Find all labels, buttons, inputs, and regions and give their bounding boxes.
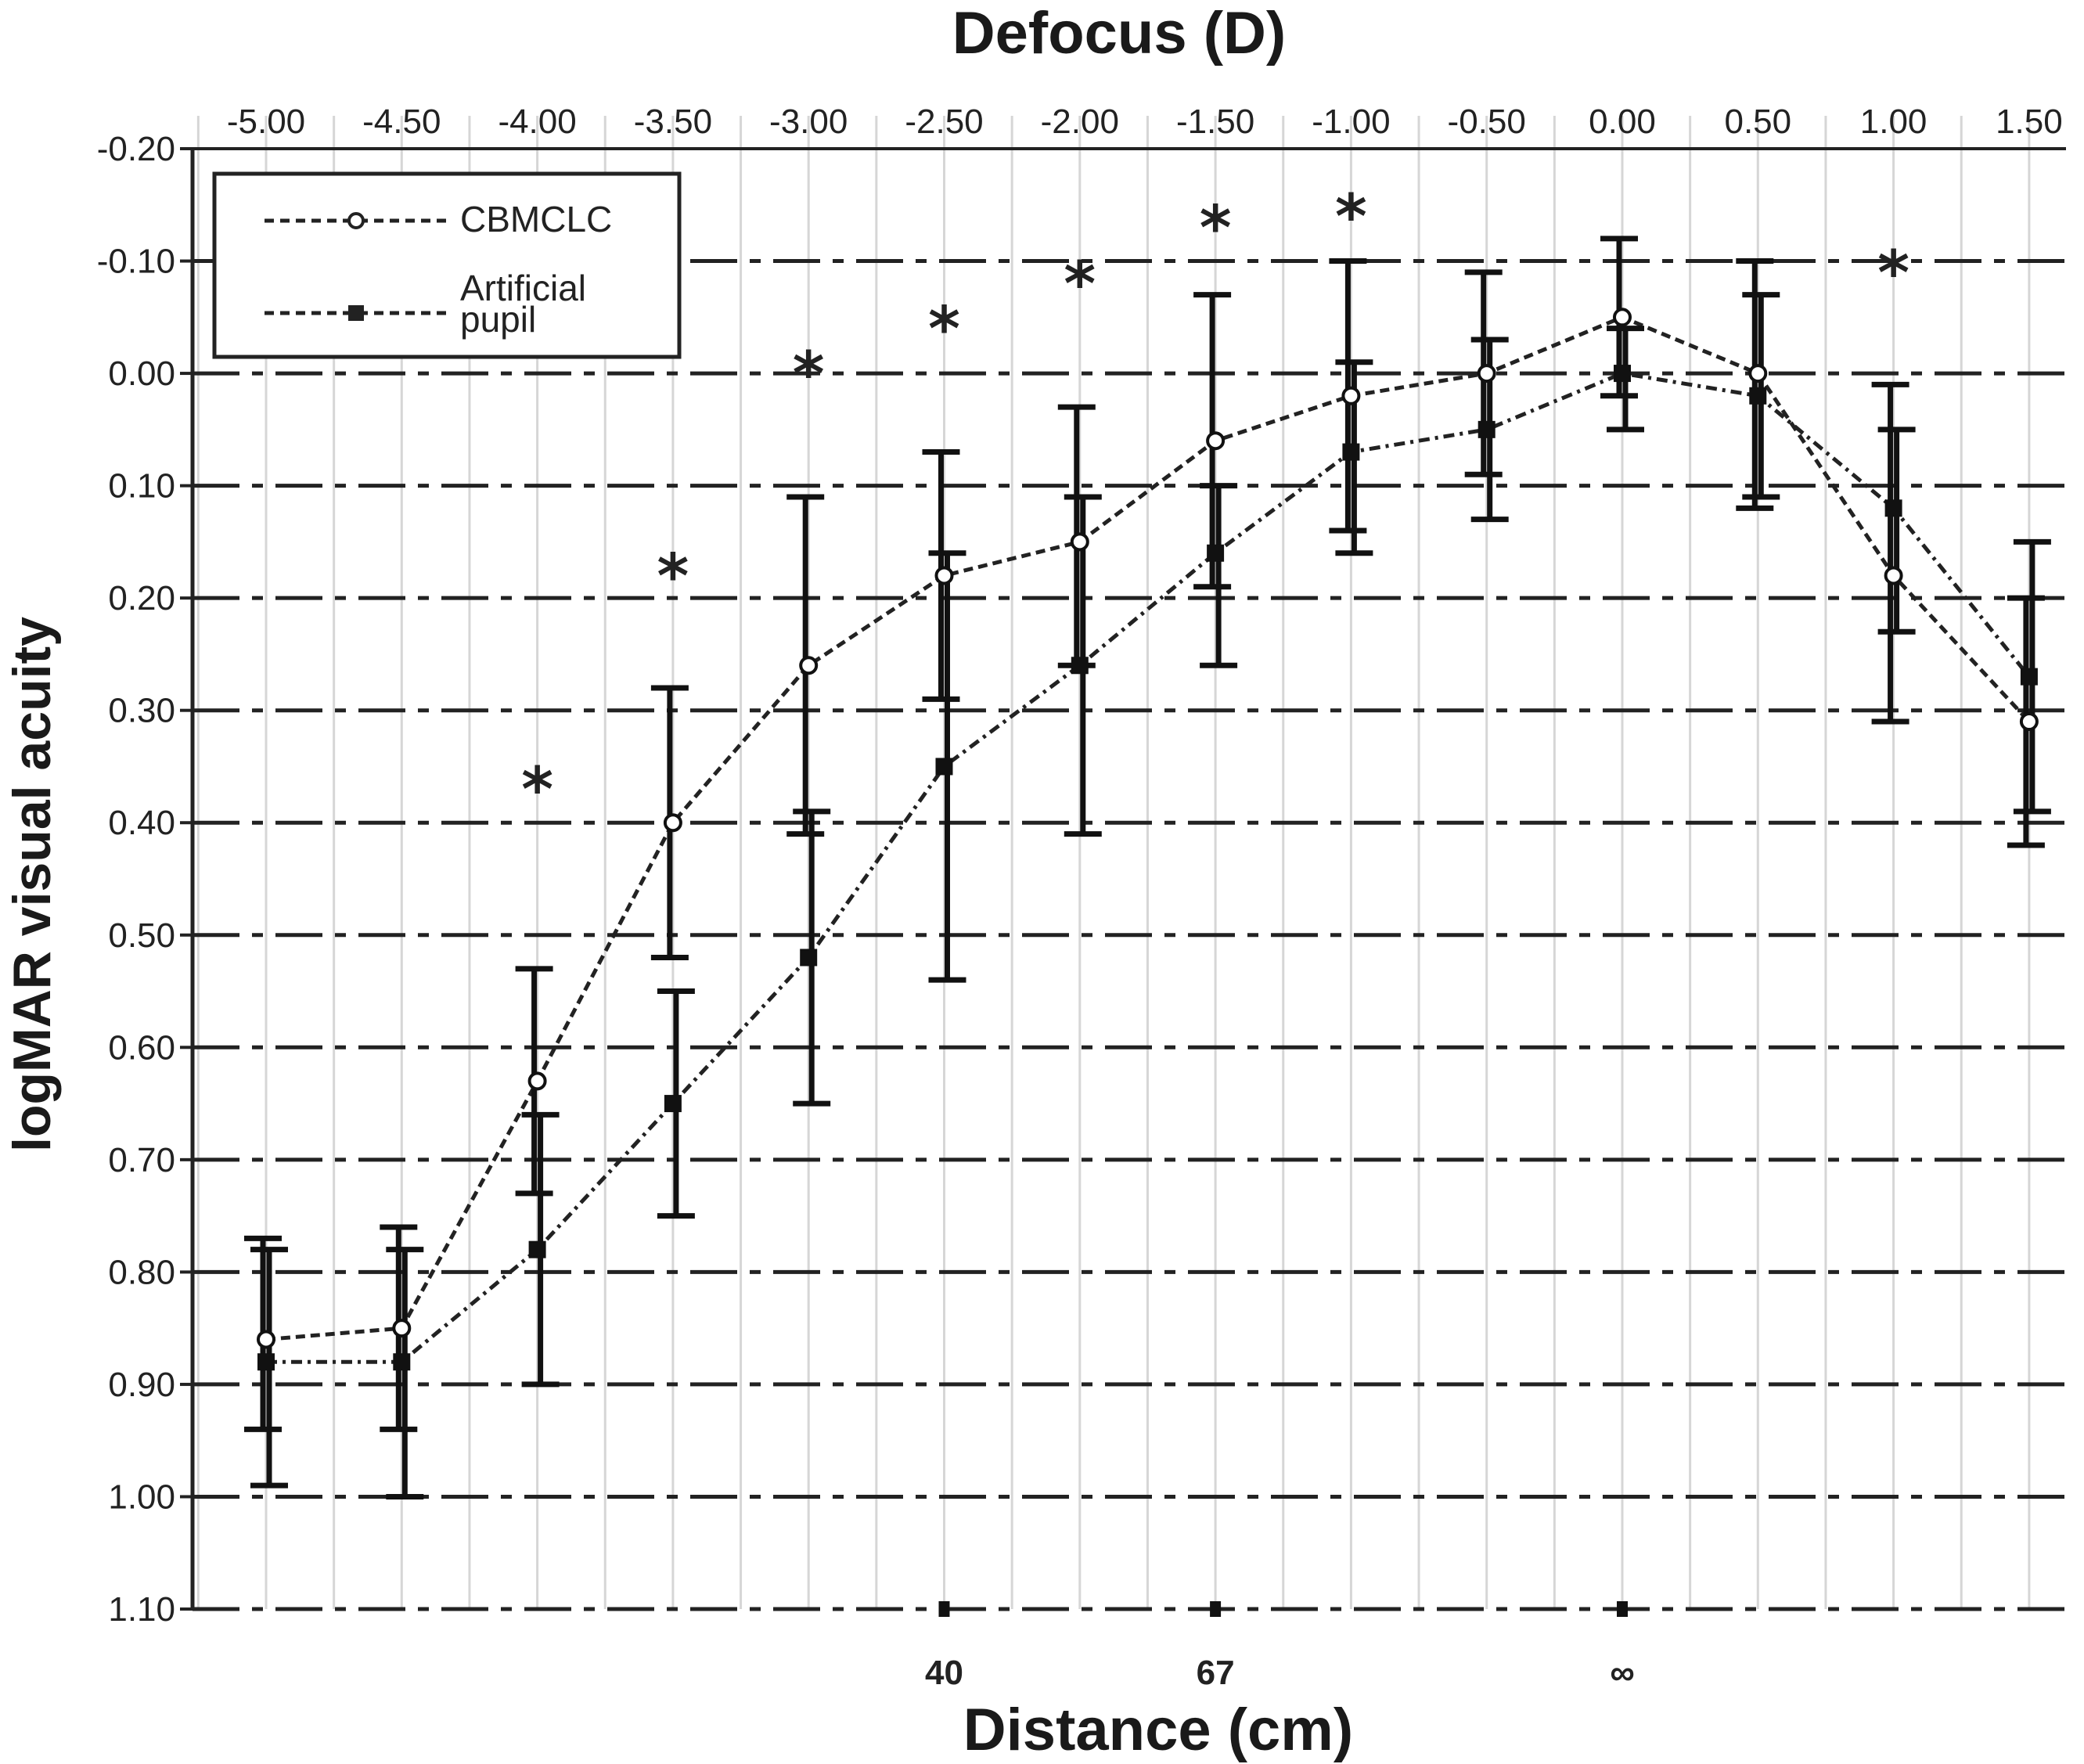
- horizontal-gridlines: [193, 147, 2066, 1611]
- cbmclc-point: [527, 1071, 547, 1091]
- y-tick-label: 0.90: [108, 1366, 175, 1404]
- top-tick-label: -4.00: [498, 103, 576, 141]
- y-tick-label: 0.40: [108, 804, 175, 842]
- cbmclc-point: [1477, 364, 1496, 383]
- y-axis-ticks: -0.20 -0.10 0.00 0.10 0.20 0.30 0.40 0.50 0.60 0.…: [97, 130, 193, 1629]
- cbmclc-point: [1748, 364, 1768, 383]
- legend-label-cbmclc: CBMCLC: [460, 199, 612, 239]
- cbmclc-point: [1884, 566, 1903, 585]
- significance-asterisk: *: [521, 755, 553, 826]
- top-tick-label: -4.50: [362, 103, 441, 141]
- top-tick-label: -2.00: [1041, 103, 1119, 141]
- top-tick-label: -2.50: [905, 103, 983, 141]
- legend-label-artificial-line2: pupil: [460, 299, 536, 340]
- distance-tick-mark: [1617, 1601, 1628, 1617]
- distance-axis: 40 67 ∞: [925, 1601, 1635, 1692]
- y-tick-label: 0.30: [108, 692, 175, 730]
- top-tick-label: 0.00: [1589, 103, 1656, 141]
- series-line-artificial-pupil: [266, 371, 2031, 1364]
- cbmclc-point: [1341, 386, 1361, 405]
- cbmclc-point: [1613, 308, 1632, 327]
- cbmclc-point: [1206, 431, 1226, 451]
- cbmclc-point: [392, 1319, 412, 1338]
- artificial-pupil-point: [1207, 544, 1225, 562]
- significance-asterisk: *: [793, 340, 825, 410]
- artificial-pupil-point: [664, 1095, 682, 1113]
- distance-tick-label: ∞: [1610, 1654, 1634, 1692]
- significance-asterisk: *: [1877, 239, 1909, 309]
- significance-asterisk: *: [1200, 193, 1232, 264]
- artificial-pupil-point: [1342, 443, 1360, 461]
- significance-asterisk: *: [1064, 250, 1096, 320]
- y-tick-label: -0.10: [97, 243, 175, 281]
- y-tick-label: 0.60: [108, 1028, 175, 1067]
- series-lines: [265, 315, 2031, 1364]
- legend-marker-square-icon: [348, 305, 364, 321]
- bottom-axis-title: Distance (cm): [963, 1697, 1353, 1763]
- top-tick-label: 0.50: [1724, 103, 1791, 141]
- distance-tick-label: 67: [1197, 1654, 1235, 1692]
- cbmclc-point: [799, 656, 819, 675]
- series-line-cbmclc: [265, 315, 2031, 1341]
- artificial-pupil-point: [1614, 365, 1631, 383]
- artificial-pupil-point: [1749, 387, 1767, 405]
- top-axis-ticks: -5.00 -4.50 -4.00 -3.50 -3.00 -2.50 -2.00 -1.50…: [227, 103, 2063, 141]
- significance-marks: * * * * * * * *: [521, 182, 1909, 826]
- y-tick-label: 0.70: [108, 1141, 175, 1179]
- cbmclc-point: [1070, 532, 1089, 552]
- top-tick-label: -5.00: [227, 103, 305, 141]
- top-tick-label: -1.00: [1312, 103, 1390, 141]
- artificial-pupil-point: [393, 1353, 411, 1371]
- top-tick-label: -3.00: [769, 103, 848, 141]
- distance-tick-label: 40: [925, 1654, 963, 1692]
- y-tick-label: 1.10: [108, 1590, 175, 1629]
- legend: CBMCLC Artificial pupil: [212, 171, 682, 359]
- artificial-pupil-point: [528, 1240, 546, 1258]
- cbmclc-point: [934, 566, 954, 585]
- distance-tick-mark: [938, 1601, 950, 1617]
- artificial-pupil-point: [800, 949, 818, 967]
- artificial-pupil-point: [1478, 420, 1496, 438]
- artificial-pupil-point: [257, 1353, 275, 1371]
- vertical-gridlines: [196, 116, 2031, 1609]
- top-tick-label: -3.50: [634, 103, 712, 141]
- top-tick-label: 1.00: [1860, 103, 1927, 141]
- y-axis-title: logMAR visual acuity: [2, 617, 62, 1152]
- cbmclc-point: [2019, 712, 2039, 732]
- distance-tick-mark: [1210, 1601, 1222, 1617]
- artificial-pupil-point: [2020, 668, 2038, 686]
- y-tick-label: 0.20: [108, 579, 175, 617]
- legend-box: [212, 171, 682, 359]
- legend-marker-circle-icon: [347, 212, 365, 229]
- cbmclc-point: [257, 1330, 275, 1349]
- top-axis-title: Defocus (D): [952, 0, 1286, 67]
- artificial-pupil-point: [1071, 657, 1089, 675]
- y-tick-label: 0.00: [108, 355, 175, 393]
- top-tick-label: -0.50: [1448, 103, 1526, 141]
- cbmclc-point: [663, 813, 682, 833]
- artificial-pupil-point: [1884, 499, 1902, 517]
- y-tick-label: 0.50: [108, 916, 175, 955]
- legend-entry-artificial-pupil: Artificial pupil: [265, 268, 586, 340]
- significance-asterisk: *: [657, 542, 689, 612]
- series-markers: [257, 308, 2039, 1371]
- y-tick-label: 0.10: [108, 467, 175, 506]
- top-tick-label: -1.50: [1176, 103, 1254, 141]
- y-tick-label: 0.80: [108, 1253, 175, 1291]
- y-tick-label: 1.00: [108, 1478, 175, 1516]
- legend-entry-cbmclc: CBMCLC: [265, 199, 612, 239]
- significance-asterisk: *: [928, 295, 960, 365]
- legend-label-artificial-line1: Artificial: [460, 268, 586, 308]
- significance-asterisk: *: [1335, 182, 1367, 253]
- artificial-pupil-point: [935, 758, 953, 776]
- top-tick-label: 1.50: [1996, 103, 2063, 141]
- y-tick-label: -0.20: [97, 130, 175, 168]
